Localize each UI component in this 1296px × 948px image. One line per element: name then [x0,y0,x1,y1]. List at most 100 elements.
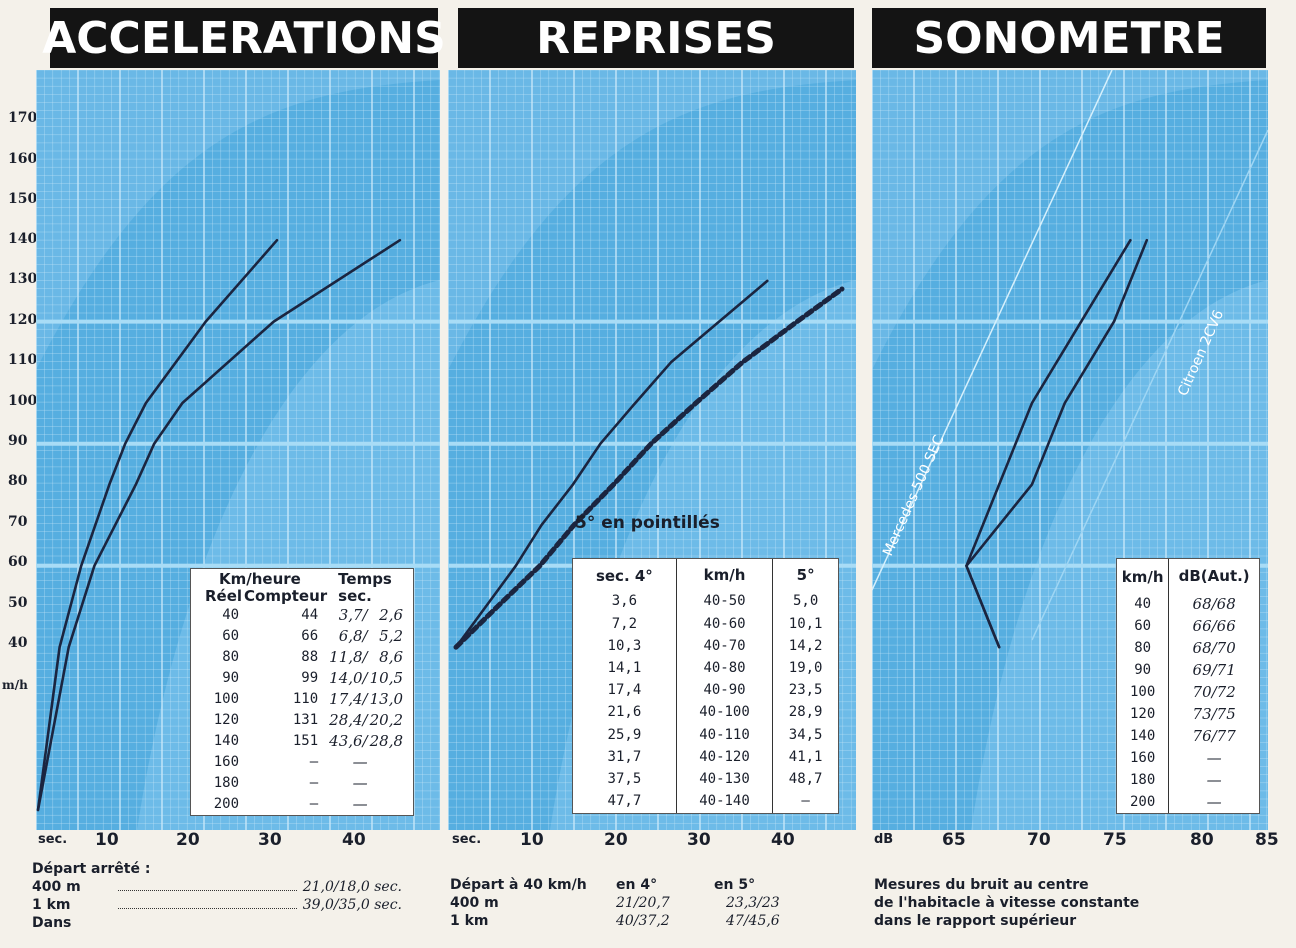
acc-time2: 20,2 [369,711,404,729]
son-table: km/h dB(Aut.) 40 68/68 60 66/66 80 68/70 90 69/… [1116,558,1260,814]
acc-time2 [369,794,413,815]
footer-sonometre: Mesures du bruit au centre de l'habitacl… [874,876,1274,930]
son-db: — [1206,771,1222,789]
son-curve-2 [965,238,1149,649]
son-x-unit: dB [874,832,894,847]
rep-sec4: 47,7 [573,790,677,813]
rep-sec5: 10,1 [788,615,823,632]
son-table-row: 60 66/66 [1117,615,1259,637]
footer-son-line2: de l'habitacle à vitesse constante [874,895,1140,911]
acc-time: 43,6/ [329,732,368,750]
rep-kmh: 40-130 [676,768,774,791]
acc-time: 3,7/ [338,606,368,624]
y-tick-110: 110 [8,352,38,368]
acc-time2: 2,6 [379,606,404,624]
y-axis-unit: m/h [2,678,28,692]
son-h2: dB(Aut.) [1178,567,1250,585]
rep-table-row: 31,7 40-120 41,1 [573,746,838,769]
footer-son-line3: dans le rapport supérieur [874,913,1077,929]
rep-kmh: 40-50 [676,590,774,613]
y-tick-90: 90 [8,433,28,449]
acc-compteur: — [309,754,319,770]
acc-x-tick-40: 40 [342,830,366,850]
acc-time2 [369,773,413,794]
footer-acc-1km-value: 39,0/35,0 sec. [302,897,402,913]
rep-sec5: 41,1 [788,748,823,765]
acc-real: 60 [222,628,240,644]
acc-real: 40 [222,607,240,623]
acc-h5: sec. [338,587,372,605]
rep-table: sec. 4° km/h 5° 3,6 40-50 5,0 7,2 40-60 10,1 1… [572,558,839,814]
footer-rep-5th: en 5° [714,877,756,893]
rep-sec5: 5,0 [792,593,819,610]
annotation-pointilles: 5° en pointillés [575,513,720,533]
acc-x-tick-20: 20 [176,830,200,850]
acc-real: 140 [213,733,240,749]
title-accelerations: ACCELERATIONS [42,8,446,68]
footer-rep-start: Départ à 40 km/h [450,877,587,893]
rep-kmh: 40-100 [676,701,774,725]
son-table-row: 40 68/68 [1117,593,1259,615]
son-table-row: 100 70/72 [1117,681,1259,703]
acc-h4: Compteur [244,587,328,605]
y-tick-150: 150 [8,191,38,207]
rep-sec5: 14,2 [788,637,823,654]
rep-x-tick-10: 10 [520,830,544,850]
acc-table-row: 160 — — [191,752,413,773]
y-tick-50: 50 [8,595,28,611]
acc-time2: 13,0 [369,690,404,708]
footer-reprises: Départ à 40 km/h en 4° en 5° 400 m 21/20,7 2… [450,876,850,930]
y-tick-160: 160 [8,151,38,167]
acc-compteur: 44 [301,607,319,623]
acc-table-row: 90 99 14,0/10,5 [191,668,413,689]
rep-sec5: 19,0 [788,660,823,677]
son-kmh: 60 [1117,615,1170,637]
rep-table-row: 14,1 40-80 19,0 [573,657,838,680]
rep-kmh: 40-90 [676,679,774,702]
rep-sec4: 7,2 [573,612,677,636]
acc-compteur: 88 [301,649,319,665]
acc-time2: 10,5 [369,669,404,687]
son-table-row: 140 76/77 [1117,725,1259,747]
acc-real: 200 [213,796,240,812]
y-tick-140: 140 [8,231,38,247]
rep-sec4: 21,6 [573,701,677,725]
rep-kmh: 40-70 [676,635,774,658]
footer-acc-400-label: 400 m [32,879,81,895]
y-tick-130: 130 [8,271,38,287]
panel-sonometre [872,70,1268,830]
acc-table-row: 180 — — [191,773,413,794]
acc-real: 180 [213,775,240,791]
acc-compteur: 131 [292,712,319,728]
rep-table-row: 7,2 40-60 10,1 [573,612,838,636]
son-db: 66/66 [1192,617,1236,635]
y-tick-70: 70 [8,514,28,530]
acc-time: — [352,753,368,771]
son-kmh: 80 [1117,637,1170,659]
son-kmh: 140 [1117,725,1170,747]
footer-rep-400-4th: 21/20,7 [616,895,670,911]
rep-x-tick-40: 40 [771,830,795,850]
son-table-row: 120 73/75 [1117,703,1259,725]
son-h1: km/h [1117,559,1170,593]
rep-table-row: 10,3 40-70 14,2 [573,635,838,658]
son-x-tick-65: 65 [942,830,966,850]
footer-acc-line4: Dans [32,915,72,931]
rep-x-tick-20: 20 [604,830,628,850]
acc-time: 6,8/ [338,627,368,645]
rep-sec4: 37,5 [573,768,677,791]
rep-h3: 5° [796,565,815,584]
rep-table-row: 47,7 40-140 — [573,790,838,813]
son-kmh: 120 [1117,703,1170,725]
son-kmh: 100 [1117,681,1170,703]
acc-time2: 5,2 [379,627,404,645]
acc-table: Km/heure Temps Réel Compteur sec. 40 44 3,… [190,568,414,816]
acc-compteur: 151 [292,733,319,749]
acc-x-tick-10: 10 [95,830,119,850]
rep-curve-5th-dotted [453,286,845,650]
rep-table-row: 3,6 40-50 5,0 [573,590,838,613]
acc-h2: Temps [338,570,392,588]
footer-rep-1km-5th: 47/45,6 [726,913,780,929]
rep-table-row: 21,6 40-100 28,9 [573,701,838,725]
son-db: 69/71 [1192,661,1236,679]
